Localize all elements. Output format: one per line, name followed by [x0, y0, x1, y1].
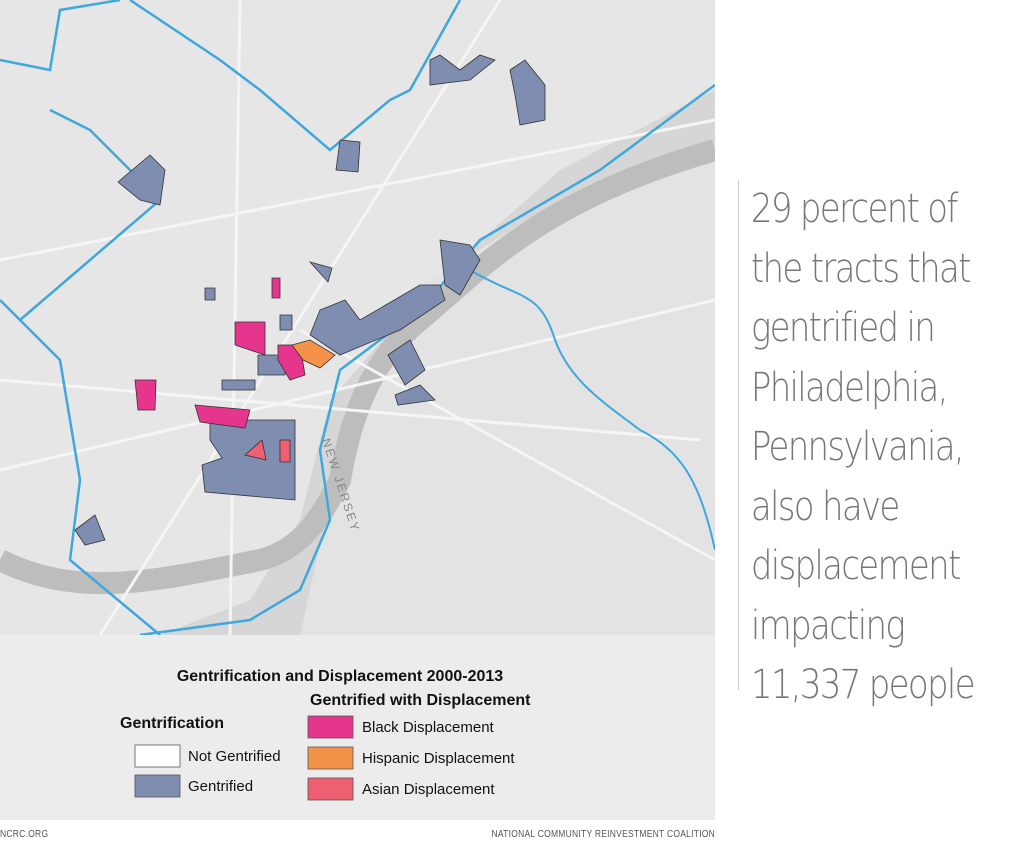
legend-swatch [307, 715, 354, 739]
callout-line: impacting [750, 602, 906, 649]
legend: Gentrification and Displacement 2000-201… [0, 635, 715, 820]
tract [335, 139, 361, 173]
legend-swatch [307, 746, 354, 770]
tract [309, 284, 446, 356]
tract [429, 54, 496, 86]
callout-line: Philadelphia, [750, 364, 949, 411]
tract [74, 514, 106, 546]
legend-group-title: Gentrification [120, 715, 224, 732]
footer-right: NATIONAL COMMUNITY REINVESTMENT COALITIO… [491, 829, 715, 840]
callout-line: 29 percent of [750, 186, 958, 232]
legend-title: Gentrification and Displacement 2000-201… [177, 668, 503, 685]
legend-label: Black Displacement [362, 719, 495, 736]
legend-label: Hispanic Displacement [362, 750, 515, 767]
tract [439, 239, 481, 296]
legend-label: Asian Displacement [362, 781, 495, 798]
tract-hispanic [291, 339, 336, 369]
boundary [469, 269, 715, 551]
tract [201, 419, 296, 501]
legend-swatch [134, 774, 181, 798]
callout-line: Pennsylvania, [750, 424, 965, 470]
legend-group-title: Gentrified with Displacement [310, 692, 531, 709]
tract-black [134, 277, 306, 429]
roads [0, 0, 715, 635]
land-nj [300, 160, 715, 635]
callout: 29 percent of the tracts that gentrified i… [738, 180, 1023, 708]
legend-label: Gentrified [188, 778, 253, 795]
tracts [74, 54, 546, 546]
callout-line: also have [750, 483, 900, 530]
tract [279, 314, 293, 331]
legend-label: Not Gentrified [188, 748, 281, 765]
legend-svg: Gentrification and Displacement 2000-201… [120, 668, 531, 801]
tract [509, 59, 546, 126]
boundary [0, 0, 462, 152]
state-line [139, 83, 715, 635]
tract [117, 154, 166, 206]
callout-line: 11,337 people [750, 662, 976, 708]
callout-line: the tracts that [750, 245, 972, 292]
legend-swatch [307, 777, 354, 801]
callout-line: displacement [750, 543, 961, 589]
tract [221, 354, 286, 391]
map: NEW JERSEY [0, 0, 715, 635]
tract [204, 287, 216, 301]
tract [387, 339, 436, 406]
river [0, 139, 715, 595]
legend-swatch [134, 744, 181, 768]
callout-line: gentrified in [750, 305, 936, 351]
footer-left: NCRC.ORG [0, 829, 49, 840]
tract-asian [244, 439, 291, 463]
tract [308, 261, 333, 283]
displacement-tracts [134, 277, 336, 463]
